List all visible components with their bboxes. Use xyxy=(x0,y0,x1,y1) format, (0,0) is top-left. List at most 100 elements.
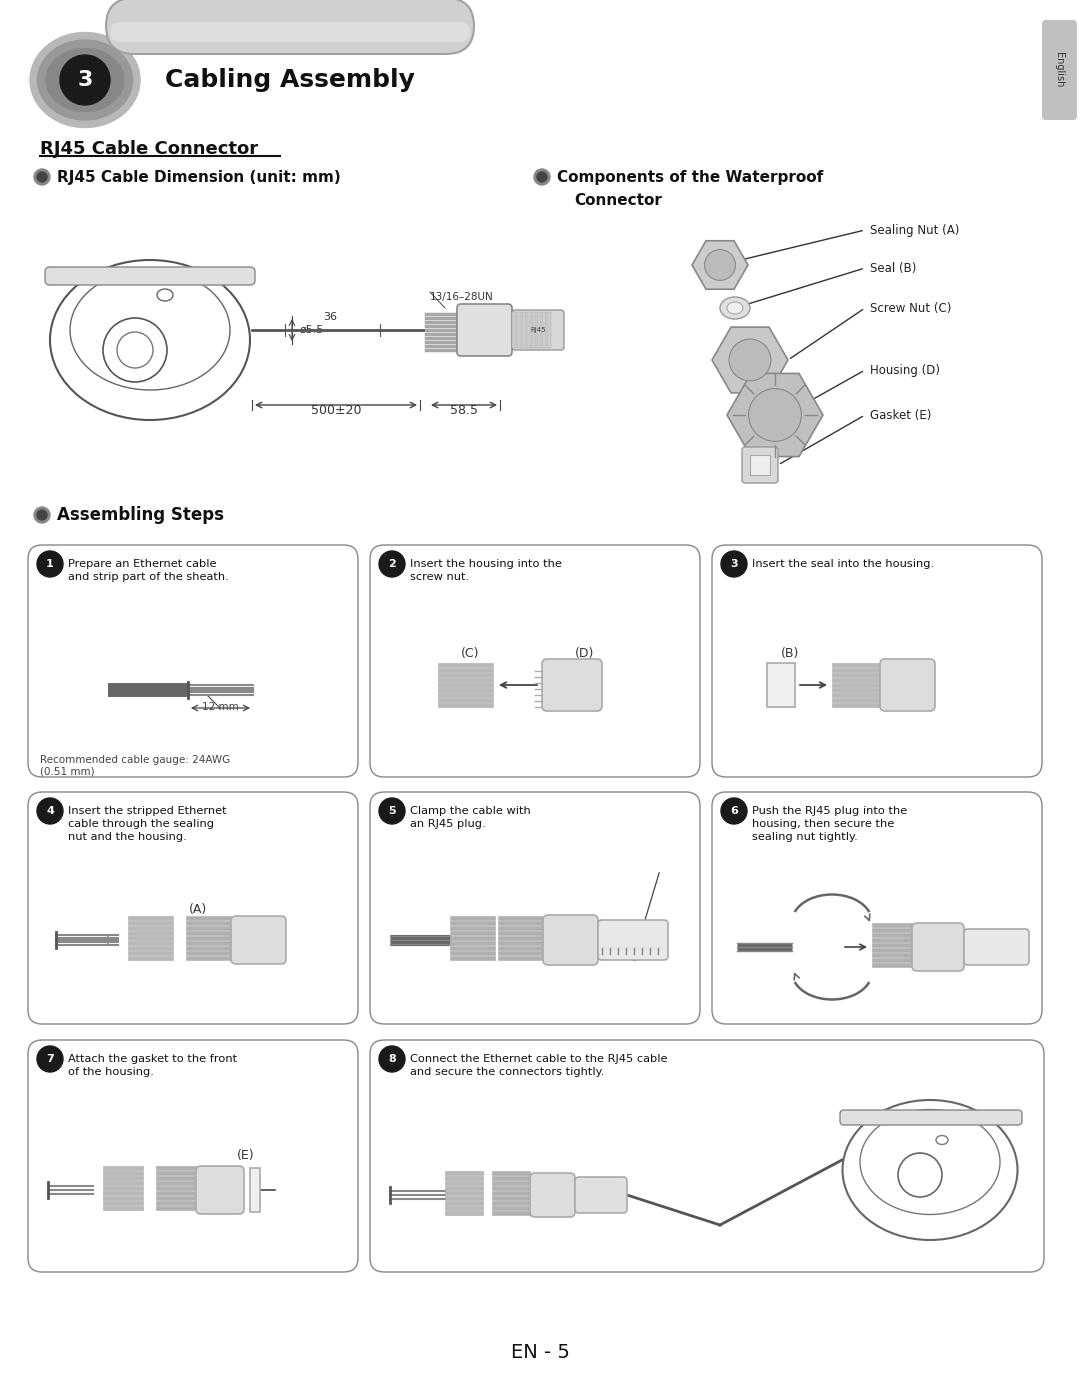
Text: RJ45 Cable Dimension (unit: mm): RJ45 Cable Dimension (unit: mm) xyxy=(57,170,341,185)
FancyBboxPatch shape xyxy=(832,703,880,708)
FancyBboxPatch shape xyxy=(110,22,470,41)
Ellipse shape xyxy=(727,303,743,314)
FancyBboxPatch shape xyxy=(1042,19,1077,120)
Ellipse shape xyxy=(46,48,124,112)
Circle shape xyxy=(37,171,48,182)
FancyBboxPatch shape xyxy=(492,1191,530,1195)
FancyBboxPatch shape xyxy=(598,920,669,960)
FancyBboxPatch shape xyxy=(45,267,255,285)
FancyBboxPatch shape xyxy=(832,698,880,702)
FancyBboxPatch shape xyxy=(450,931,495,936)
Text: Components of the Waterproof: Components of the Waterproof xyxy=(557,170,823,185)
FancyBboxPatch shape xyxy=(156,1186,195,1190)
Text: (D): (D) xyxy=(576,647,595,659)
FancyBboxPatch shape xyxy=(438,698,492,702)
Circle shape xyxy=(37,797,63,824)
Polygon shape xyxy=(712,328,788,392)
FancyBboxPatch shape xyxy=(498,926,543,930)
FancyBboxPatch shape xyxy=(195,1166,244,1213)
FancyBboxPatch shape xyxy=(492,1186,530,1190)
FancyBboxPatch shape xyxy=(492,1201,530,1205)
FancyBboxPatch shape xyxy=(438,683,492,687)
FancyBboxPatch shape xyxy=(438,692,492,697)
FancyBboxPatch shape xyxy=(832,692,880,697)
Text: Push the RJ45 plug into the
housing, then secure the
sealing nut tightly.: Push the RJ45 plug into the housing, the… xyxy=(752,806,907,843)
FancyBboxPatch shape xyxy=(872,923,912,927)
Text: 3: 3 xyxy=(78,70,93,90)
FancyBboxPatch shape xyxy=(129,951,173,955)
FancyBboxPatch shape xyxy=(28,1041,357,1271)
FancyBboxPatch shape xyxy=(832,683,880,687)
FancyBboxPatch shape xyxy=(450,920,495,925)
FancyBboxPatch shape xyxy=(712,792,1042,1024)
Ellipse shape xyxy=(30,33,140,127)
Text: Seal (B): Seal (B) xyxy=(870,261,916,275)
FancyBboxPatch shape xyxy=(492,1211,530,1215)
FancyBboxPatch shape xyxy=(129,926,173,930)
Text: (C): (C) xyxy=(461,647,480,659)
Text: English: English xyxy=(1054,53,1064,87)
FancyBboxPatch shape xyxy=(186,956,231,960)
Text: Screw Nut (C): Screw Nut (C) xyxy=(870,301,951,315)
FancyBboxPatch shape xyxy=(107,0,473,53)
FancyBboxPatch shape xyxy=(712,545,1042,777)
Text: Sealing Nut (A): Sealing Nut (A) xyxy=(870,224,959,236)
FancyBboxPatch shape xyxy=(450,926,495,930)
Text: 5: 5 xyxy=(388,806,395,815)
Text: 500±20: 500±20 xyxy=(311,404,361,417)
Ellipse shape xyxy=(720,297,750,319)
FancyBboxPatch shape xyxy=(103,1201,143,1205)
FancyBboxPatch shape xyxy=(129,947,173,949)
Text: ø5.5: ø5.5 xyxy=(300,325,324,334)
FancyBboxPatch shape xyxy=(156,1191,195,1195)
Text: Attach the gasket to the front
of the housing.: Attach the gasket to the front of the ho… xyxy=(68,1054,238,1077)
Circle shape xyxy=(37,510,48,520)
FancyBboxPatch shape xyxy=(492,1195,530,1200)
FancyBboxPatch shape xyxy=(103,1182,143,1184)
Text: 6: 6 xyxy=(730,806,738,815)
FancyBboxPatch shape xyxy=(872,958,912,962)
Circle shape xyxy=(33,169,50,185)
FancyBboxPatch shape xyxy=(872,933,912,937)
Polygon shape xyxy=(727,373,823,456)
FancyBboxPatch shape xyxy=(492,1206,530,1211)
FancyBboxPatch shape xyxy=(832,679,880,681)
FancyBboxPatch shape xyxy=(426,316,457,321)
Text: Connector: Connector xyxy=(573,192,662,207)
Text: Gasket (E): Gasket (E) xyxy=(870,409,931,422)
FancyBboxPatch shape xyxy=(750,455,770,475)
FancyBboxPatch shape xyxy=(872,938,912,943)
Text: Insert the seal into the housing.: Insert the seal into the housing. xyxy=(752,558,934,569)
FancyBboxPatch shape xyxy=(498,936,543,940)
FancyBboxPatch shape xyxy=(450,956,495,960)
FancyBboxPatch shape xyxy=(426,321,457,323)
FancyBboxPatch shape xyxy=(832,673,880,677)
Text: Housing (D): Housing (D) xyxy=(870,363,940,376)
FancyBboxPatch shape xyxy=(492,1176,530,1180)
FancyBboxPatch shape xyxy=(186,916,231,920)
FancyBboxPatch shape xyxy=(742,446,778,482)
FancyBboxPatch shape xyxy=(767,663,795,708)
FancyBboxPatch shape xyxy=(156,1171,195,1175)
FancyBboxPatch shape xyxy=(103,1206,143,1211)
FancyBboxPatch shape xyxy=(426,337,457,340)
Circle shape xyxy=(379,1046,405,1072)
Text: Connect the Ethernet cable to the RJ45 cable
and secure the connectors tightly.: Connect the Ethernet cable to the RJ45 c… xyxy=(410,1054,667,1077)
FancyBboxPatch shape xyxy=(450,936,495,940)
FancyBboxPatch shape xyxy=(129,931,173,936)
FancyBboxPatch shape xyxy=(186,941,231,945)
FancyBboxPatch shape xyxy=(445,1201,483,1205)
Circle shape xyxy=(729,339,771,381)
FancyBboxPatch shape xyxy=(105,0,475,55)
Text: 1: 1 xyxy=(46,558,54,569)
FancyBboxPatch shape xyxy=(445,1186,483,1190)
FancyBboxPatch shape xyxy=(872,943,912,947)
FancyBboxPatch shape xyxy=(129,936,173,940)
FancyBboxPatch shape xyxy=(186,931,231,936)
Circle shape xyxy=(534,169,550,185)
Text: 7: 7 xyxy=(46,1054,54,1064)
FancyBboxPatch shape xyxy=(156,1206,195,1211)
FancyBboxPatch shape xyxy=(129,916,173,920)
FancyBboxPatch shape xyxy=(426,333,457,336)
Circle shape xyxy=(704,250,735,281)
